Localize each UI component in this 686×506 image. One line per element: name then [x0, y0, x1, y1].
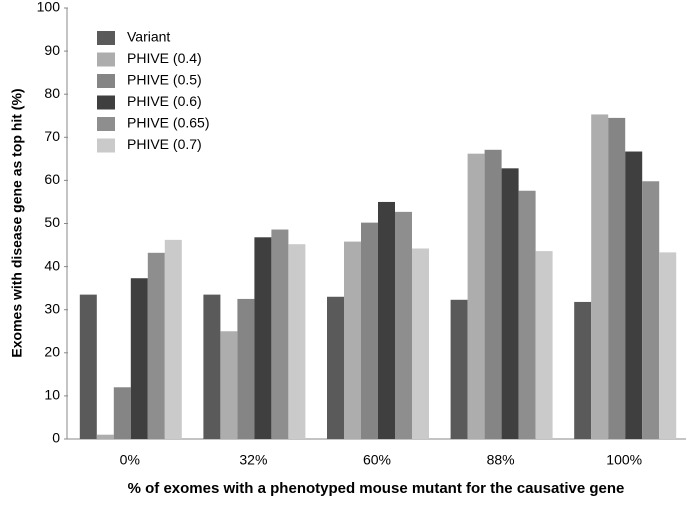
bar	[412, 248, 429, 439]
bar	[642, 181, 660, 439]
legend-label: PHIVE (0.4)	[127, 50, 202, 66]
x-axis-label: % of exomes with a phenotyped mouse muta…	[128, 480, 625, 497]
bar	[288, 244, 306, 439]
bar	[254, 237, 272, 439]
x-tick-label: 0%	[120, 452, 140, 468]
x-tick-label: 60%	[363, 452, 391, 468]
bar	[395, 211, 412, 439]
x-tick-label: 88%	[487, 452, 515, 468]
bar	[591, 114, 609, 439]
bar	[361, 222, 378, 439]
y-tick-label: 80	[44, 85, 60, 101]
y-tick-label: 40	[44, 257, 60, 273]
bar	[220, 331, 238, 439]
legend-swatch	[97, 74, 115, 88]
bar	[237, 298, 255, 439]
bar	[574, 301, 592, 439]
legend-label: PHIVE (0.7)	[127, 136, 202, 152]
bar	[518, 190, 536, 439]
y-tick-label: 30	[44, 300, 60, 316]
bar	[113, 387, 131, 439]
bar	[484, 149, 502, 439]
legend-swatch	[97, 95, 115, 110]
legend-swatch	[97, 117, 115, 131]
legend-swatch	[97, 138, 115, 153]
bar	[327, 296, 344, 439]
legend-label: PHIVE (0.6)	[127, 93, 202, 109]
bar	[378, 201, 395, 439]
y-tick-label: 100	[37, 0, 61, 15]
bar	[535, 251, 553, 439]
bar	[608, 117, 626, 439]
legend-label: Variant	[127, 29, 170, 45]
y-tick-label: 20	[44, 344, 60, 360]
bar	[96, 434, 114, 439]
bar	[147, 252, 165, 439]
legend-label: PHIVE (0.5)	[127, 72, 202, 88]
bar	[450, 299, 468, 439]
y-tick-label: 90	[44, 42, 60, 58]
legend-swatch	[97, 31, 115, 45]
legend-swatch	[97, 52, 115, 67]
y-tick-label: 10	[44, 387, 60, 403]
y-tick-label: 50	[44, 214, 60, 230]
legend-label: PHIVE (0.65)	[127, 115, 209, 131]
x-tick-label: 32%	[239, 452, 267, 468]
y-tick-label: 60	[44, 171, 60, 187]
bar	[625, 151, 643, 439]
bar	[79, 294, 97, 439]
y-axis-label: Exomes with disease gene as top hit (%)	[9, 88, 25, 357]
bar	[659, 252, 677, 439]
bar	[344, 241, 361, 439]
bar	[130, 278, 148, 439]
bar	[164, 239, 182, 439]
y-tick-label: 70	[44, 128, 60, 144]
bar	[203, 294, 221, 439]
x-tick-label: 100%	[606, 452, 642, 468]
bar	[467, 153, 485, 440]
bar	[501, 168, 519, 439]
y-tick-label: 0	[52, 430, 60, 446]
bar	[271, 229, 289, 439]
